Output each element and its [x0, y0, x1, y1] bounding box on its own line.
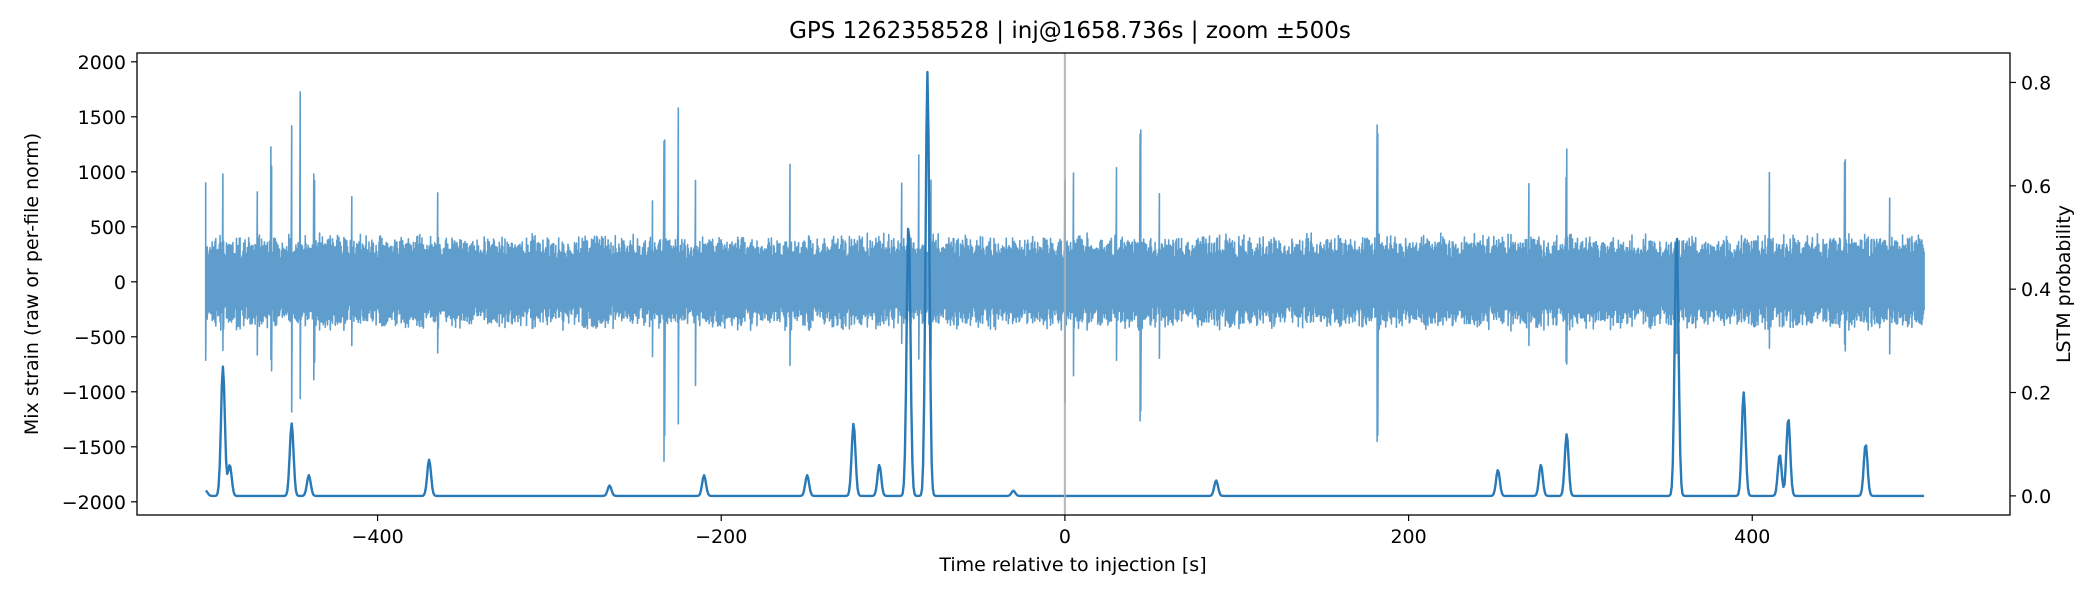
plot-area [204, 53, 1925, 515]
x-tick-label: 0 [1059, 526, 1071, 548]
x-axis-label: Time relative to injection [s] [938, 554, 1206, 576]
y2-tick-label: 0.4 [2021, 279, 2051, 301]
x-tick-label: −400 [351, 526, 403, 548]
y-tick-label: 1500 [78, 107, 126, 129]
y-tick-label: −1500 [62, 437, 126, 459]
y-axis-label: Mix strain (raw or per-file norm) [21, 133, 43, 435]
y2-tick-label: 0.2 [2021, 383, 2051, 405]
y2-tick-label: 0.6 [2021, 176, 2051, 198]
x-tick-label: −200 [695, 526, 747, 548]
y2-axis-label: LSTM probability [2053, 205, 2075, 363]
y-tick-label: 2000 [78, 52, 126, 74]
y-tick-label: 0 [114, 272, 126, 294]
y-tick-label: −2000 [62, 492, 126, 514]
y2-tick-label: 0.8 [2021, 72, 2051, 94]
axes-frame [136, 52, 2011, 516]
y-tick-label: −1000 [62, 382, 126, 404]
y-tick-label: 500 [90, 217, 126, 239]
ticks: −400 −200 0 200 400−2000−1500−1000−500050010… [62, 52, 2052, 548]
chart-title: GPS 1262358528 | inj@1658.736s | zoom ±5… [789, 18, 1351, 44]
x-tick-label: 400 [1734, 526, 1770, 548]
y-tick-label: −500 [74, 327, 126, 349]
y-tick-label: 1000 [78, 162, 126, 184]
x-tick-label: 200 [1390, 526, 1426, 548]
y2-tick-label: 0.0 [2021, 486, 2051, 508]
